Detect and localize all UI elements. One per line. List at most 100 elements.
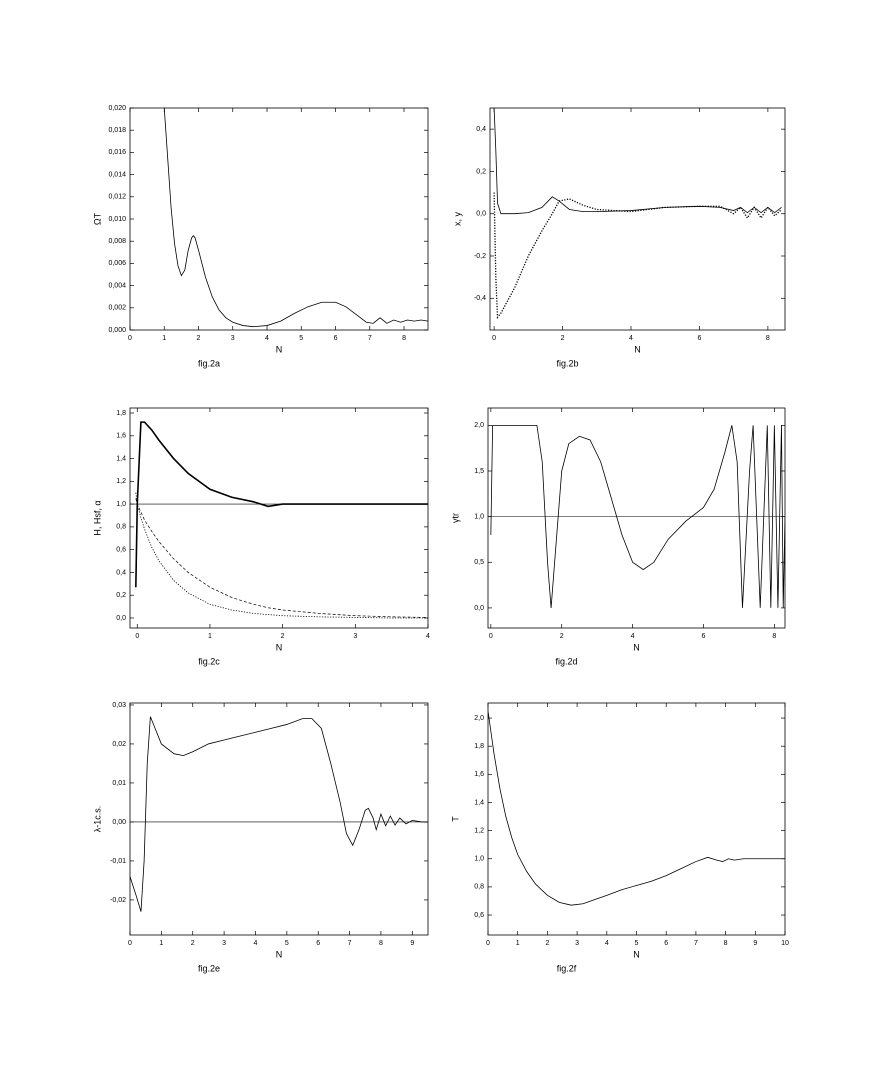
y-tick-label: 0,002 [108, 305, 126, 312]
x-tick-label: 2 [191, 940, 195, 947]
x-tick-label: 6 [664, 940, 668, 947]
x-tick-label: 2 [281, 633, 285, 640]
figure-caption: fig.2c [198, 656, 220, 666]
y-tick-label: -0,2 [474, 253, 486, 260]
x-tick-label: 4 [631, 633, 635, 640]
x-tick-label: 8 [766, 335, 770, 342]
panel: 0 1 2 3 4 5 6 7 8 9 -0,02 -0,01 0,00 0,01 0,02 0,03 Nfig… [92, 702, 429, 973]
x-tick-label: 6 [697, 335, 701, 342]
y-tick-label: 1,6 [474, 771, 484, 778]
x-tick-label: 1 [159, 940, 163, 947]
x-tick-label: 2 [560, 633, 564, 640]
y-tick-label: 2,0 [474, 422, 484, 429]
x-tick-label: 10 [781, 940, 789, 947]
x-tick-label: 1 [516, 940, 520, 947]
y-tick-label: 0,0 [474, 605, 484, 612]
x-tick-label: 8 [724, 940, 728, 947]
y-tick-label: 0,00 [112, 819, 126, 826]
y-tick-label: -0,4 [474, 295, 486, 302]
x-tick-label: 8 [379, 940, 383, 947]
y-tick-label: 0,000 [108, 327, 126, 334]
x-tick-label: 8 [772, 633, 776, 640]
plot-frame [489, 107, 786, 331]
x-tick-label: 6 [702, 633, 706, 640]
x-tick-label: 4 [629, 335, 633, 342]
y-axis-label: T [450, 816, 460, 822]
y-tick-label: 0,6 [474, 912, 484, 919]
x-tick-label: 4 [605, 940, 609, 947]
x-tick-label: 6 [316, 940, 320, 947]
y-tick-label: 0,03 [112, 702, 126, 709]
data-line [135, 421, 428, 588]
y-tick-label: 0,014 [108, 171, 126, 178]
y-tick-label: 1,4 [474, 799, 484, 806]
data-line [135, 492, 428, 619]
plot-frame [487, 702, 786, 936]
data-line [130, 716, 428, 912]
y-tick-label: 1,2 [116, 478, 126, 485]
data-line [493, 192, 783, 320]
x-tick-label: 5 [299, 335, 303, 342]
y-tick-label: 0,018 [108, 127, 126, 134]
x-tick-label: 3 [231, 335, 235, 342]
y-tick-label: 0,004 [108, 282, 126, 289]
y-tick-label: 0,0 [116, 615, 126, 622]
y-tick-label: 0,016 [108, 149, 126, 156]
x-tick-label: 7 [348, 940, 352, 947]
y-tick-label: 2,0 [474, 715, 484, 722]
x-tick-label: 0 [492, 335, 496, 342]
x-axis-label: N [634, 344, 641, 354]
data-line [135, 498, 428, 618]
x-tick-label: 9 [410, 940, 414, 947]
figure-caption: fig.2f [557, 963, 577, 973]
x-tick-label: 2 [197, 335, 201, 342]
y-tick-label: 0,006 [108, 260, 126, 267]
x-tick-label: 0 [128, 335, 132, 342]
figure-caption: fig.2a [198, 358, 220, 368]
data-line [163, 108, 428, 328]
x-tick-label: 0 [489, 633, 493, 640]
plot-frame [129, 107, 429, 331]
x-tick-label: 0 [135, 633, 139, 640]
y-tick-label: 0,4 [476, 126, 486, 133]
y-tick-label: -0,02 [110, 897, 126, 904]
y-tick-label: 0,2 [476, 168, 486, 175]
x-tick-label: 0 [486, 940, 490, 947]
y-tick-label: 0,8 [474, 884, 484, 891]
y-tick-label: 0,6 [116, 547, 126, 554]
x-tick-label: 5 [635, 940, 639, 947]
y-tick-label: 0,012 [108, 194, 126, 201]
y-tick-label: 1,5 [474, 468, 484, 475]
data-line [488, 710, 785, 906]
figure-caption: fig.2e [198, 963, 220, 973]
figure-caption: fig.2d [555, 656, 577, 666]
y-axis-label: x, y [452, 212, 462, 227]
y-tick-label: 1,2 [474, 827, 484, 834]
y-tick-label: 1,0 [474, 856, 484, 863]
x-tick-label: 6 [334, 335, 338, 342]
x-axis-label: N [276, 344, 283, 354]
y-tick-label: 1,6 [116, 433, 126, 440]
x-tick-label: 4 [254, 940, 258, 947]
plot-frame [487, 407, 786, 629]
x-axis-label: N [633, 642, 640, 652]
x-tick-label: 9 [753, 940, 757, 947]
y-axis-label: H, Hsf, α [92, 500, 102, 535]
x-tick-label: 2 [545, 940, 549, 947]
figure-caption: fig.2b [556, 358, 578, 368]
y-tick-label: 0,2 [116, 592, 126, 599]
y-tick-label: 1,4 [116, 455, 126, 462]
x-tick-label: 4 [265, 335, 269, 342]
x-tick-label: 3 [222, 940, 226, 947]
x-axis-label: N [276, 642, 283, 652]
x-tick-label: 7 [368, 335, 372, 342]
x-tick-label: 2 [561, 335, 565, 342]
y-tick-label: 0,01 [112, 780, 126, 787]
y-tick-label: 0,010 [108, 216, 126, 223]
y-tick-label: 1,8 [116, 410, 126, 417]
x-tick-label: 5 [285, 940, 289, 947]
x-tick-label: 0 [128, 940, 132, 947]
x-tick-label: 1 [162, 335, 166, 342]
panel: 0 1 2 3 4 5 6 7 8 0,000 0,002 0,004 0,006 0,008 0,010 0… [92, 105, 429, 368]
